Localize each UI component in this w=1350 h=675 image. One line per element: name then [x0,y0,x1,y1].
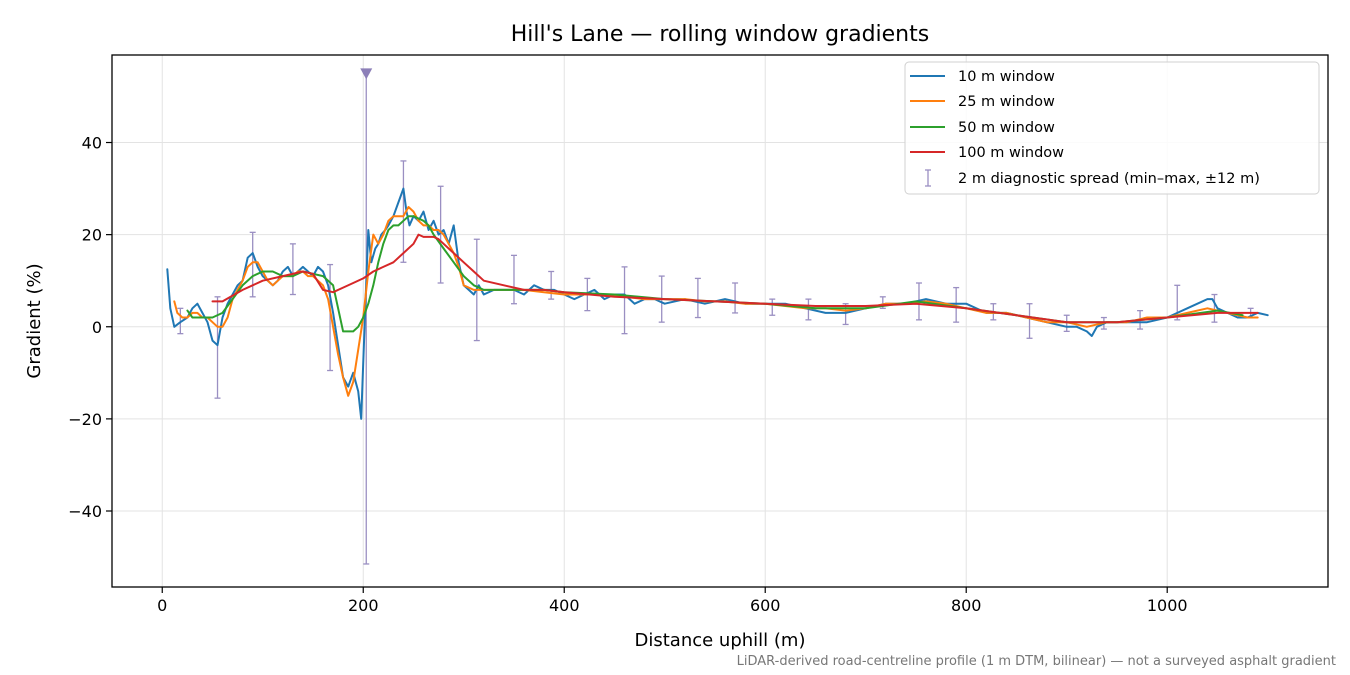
plot-data [166,68,1269,565]
error-bar [214,296,221,399]
y-axis-label: Gradient (%) [24,263,45,378]
error-bar [1063,314,1070,333]
error-bar [1211,293,1218,323]
legend-swatch-error-bar [925,169,931,187]
legend-box [904,61,1320,195]
y-tick-label: 0 [92,318,102,337]
chart-title: Hill's Lane — rolling window gradients [511,22,929,47]
error-bar [437,185,444,284]
plot-frame [111,54,1329,588]
x-tick-label: 600 [750,596,781,615]
x-tick-label: 800 [951,596,982,615]
series-line-100-m-window [211,233,1259,324]
x-tick-label: 1000 [1147,596,1188,615]
axis-ticks: 0 200 400 600 800 1000 −40 −20 0 20 40 [68,134,1187,615]
error-bar [289,243,296,296]
error-bar [621,266,628,335]
series-line-25-m-window [173,206,1259,397]
y-tick-label: −20 [68,410,102,429]
legend-label-100m: 100 m window [958,145,1064,161]
error-bar [400,160,407,263]
error-bar [953,286,960,323]
series-line-50-m-window [186,215,1244,333]
error-bar [732,282,739,314]
error-bar [694,277,701,319]
legend-label-50m: 50 m window [958,120,1055,136]
y-tick-label: 40 [82,134,102,153]
error-bar [769,298,776,316]
error-bar [1174,284,1181,321]
error-bar [510,254,517,305]
clipped-range-marker [360,68,373,80]
series-line-10-m-window [166,187,1269,420]
y-tick-label: −40 [68,502,102,521]
x-tick-label: 400 [549,596,580,615]
x-axis-label: Distance uphill (m) [635,630,806,651]
legend-label-25m: 25 m window [958,94,1055,110]
x-tick-label: 0 [157,596,167,615]
y-tick-label: 20 [82,226,102,245]
error-bar [842,303,849,326]
error-bar [1026,303,1033,339]
legend-label-10m: 10 m window [958,69,1055,85]
legend: 10 m window 25 m window 50 m window 100 … [904,61,1320,195]
x-tick-label: 200 [348,596,379,615]
footnote: LiDAR-derived road-centreline profile (1… [737,654,1336,669]
error-bar [548,270,555,300]
legend-label-error-bar: 2 m diagnostic spread (min–max, ±12 m) [958,171,1260,187]
